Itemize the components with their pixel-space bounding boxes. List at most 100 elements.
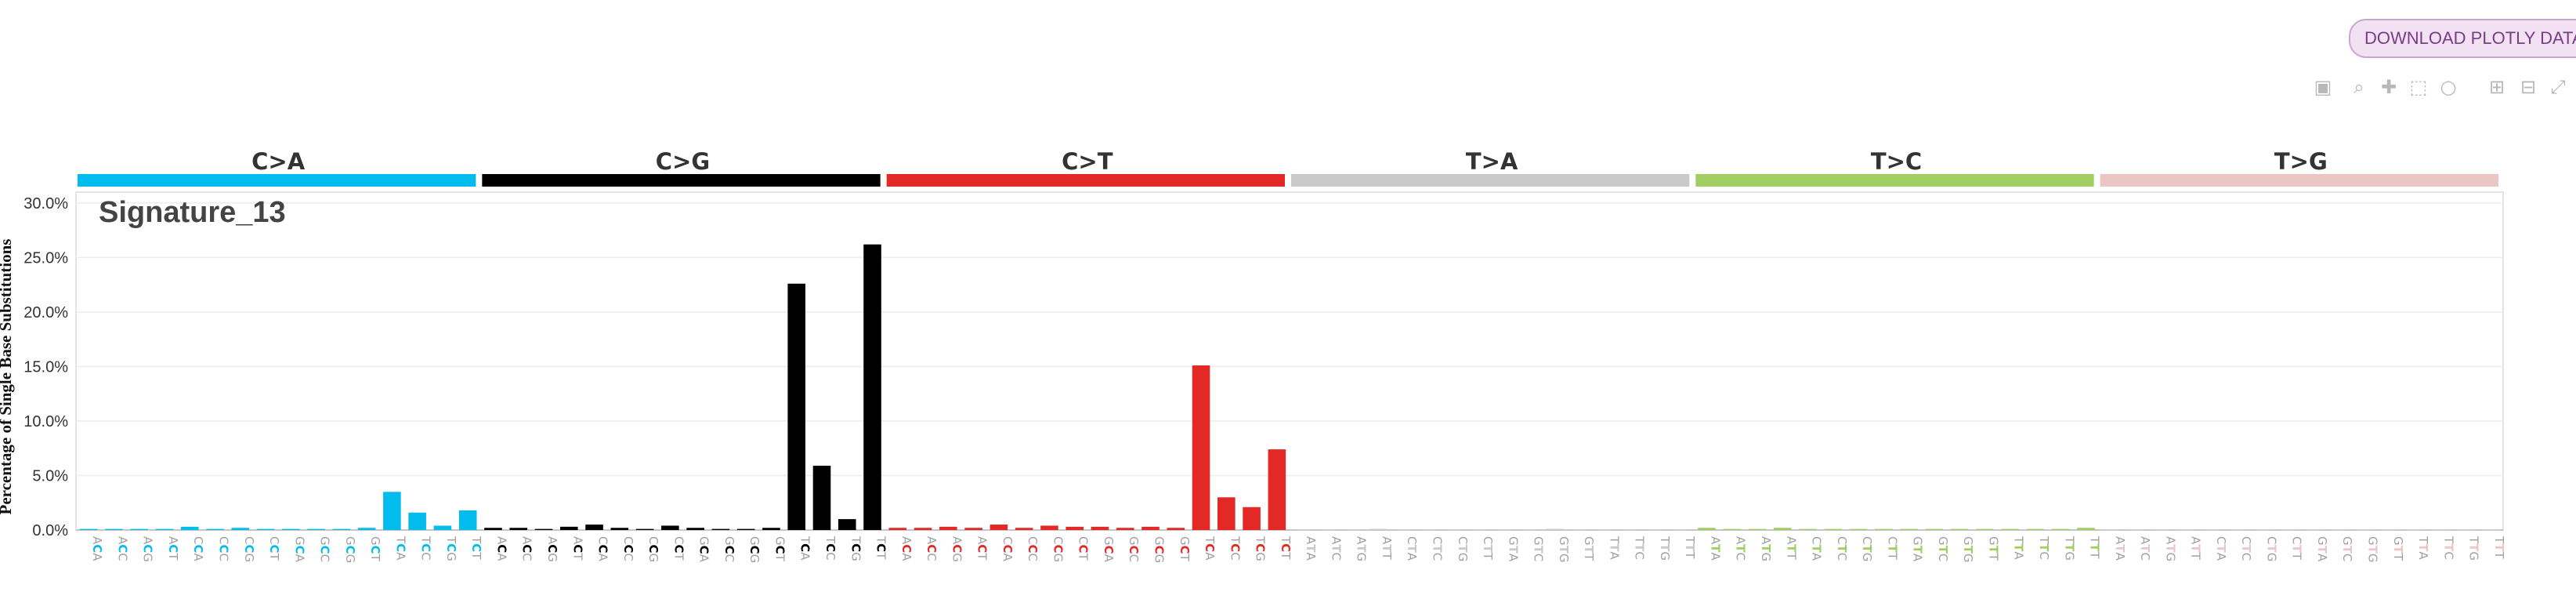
x-tick-label: TTC [2037,536,2051,560]
camera-icon[interactable]: ▣ [2314,76,2332,98]
bar [1141,526,1160,530]
x-tick-label: ATA [1304,536,1318,561]
x-tick-label: GTG [2366,536,2380,562]
x-tick-label: GTA [2315,536,2329,562]
bar [231,528,250,530]
x-tick-label: CTA [1405,536,1419,561]
group-header-T-G: T>G [2274,148,2328,175]
x-tick-label: ATC [1734,536,1748,561]
x-tick-label: CTT [1885,536,1899,561]
bar [838,519,856,530]
x-tick-label: GTA [1911,536,1925,562]
x-tick-label: GCC [318,536,332,562]
bar [686,528,704,530]
bar [383,492,401,530]
x-tick-label: CCT [1076,536,1091,561]
bar [888,528,907,530]
box-select-icon[interactable]: ⬚ [2409,76,2428,98]
x-tick-label: TCG [848,536,863,561]
x-tick-label: GCA [1102,536,1116,563]
bar [1597,529,1615,530]
chart-title: Signature_13 [99,196,286,229]
bar [711,528,730,530]
x-tick-label: TTC [1633,536,1647,560]
bar [1268,449,1286,530]
bar [2077,528,2095,530]
download-plotly-data-button[interactable]: DOWNLOAD PLOTLY DATA S [2349,19,2576,58]
zoom-out-icon[interactable]: ⊟ [2520,76,2537,98]
x-tick-label: GTC [2340,536,2354,561]
x-tick-label: GTT [2391,536,2405,561]
x-tick-label: GTA [1506,536,1520,562]
x-tick-label: CTT [1481,536,1495,561]
x-tick-label: ACA [494,536,508,561]
x-tick-label: TCA [798,536,812,561]
x-tick-label: ATT [2189,536,2203,561]
y-tick-label: 10.0% [24,413,68,430]
bar [2026,528,2045,530]
bar [1546,528,1565,530]
x-tick-label: GTC [1532,536,1546,561]
x-tick-label: ACG [141,536,155,562]
x-tick-label: TCG [444,536,458,561]
bar [1470,529,1489,530]
bar [1950,528,1969,530]
bar [484,528,502,530]
x-tick-label: TTA [2416,536,2430,560]
bar [1521,529,1539,530]
autoscale-icon[interactable]: ⤢ [2550,76,2566,98]
x-tick-label: GTT [1986,536,2000,561]
bar [585,525,603,530]
lasso-icon[interactable]: ○ [2440,76,2457,98]
bar [635,528,654,530]
group-strip-T-A [1291,174,1690,187]
bar [1748,528,1767,530]
bar [2178,529,2196,530]
bar [1925,528,1944,530]
x-tick-label: ACC [924,536,939,561]
bar [1167,528,1185,530]
x-tick-label: ATT [1784,536,1798,561]
bar [79,528,98,530]
x-tick-label: GTG [1961,536,1975,562]
x-tick-label: GCG [1152,536,1167,563]
x-tick-label: TCG [1254,536,1268,561]
x-tick-label: CTA [1810,536,1824,561]
plot-modebar: ▣ ⌕ ✚ ⬚ ○ ⊞ ⊟ ⤢ [2311,75,2576,99]
bar [2254,529,2272,530]
x-tick-label: ACT [166,536,180,561]
x-tick-label: CCG [242,536,256,562]
x-tick-label: GCC [722,536,736,562]
group-header-T-A: T>A [1466,148,1518,175]
bar [762,528,780,530]
bar [2481,529,2500,530]
x-tick-label: CTG [1860,536,1874,561]
x-tick-label: CCC [1026,536,1040,561]
x-tick-label: CCA [1000,536,1015,562]
x-tick-label: GCT [772,536,787,562]
x-tick-label: CCC [216,536,230,561]
x-tick-label: CTA [2214,536,2228,561]
pan-icon[interactable]: ✚ [2380,76,2397,98]
x-tick-label: GCA [697,536,711,563]
bar [2431,529,2449,530]
y-tick-label: 30.0% [24,195,68,212]
bar [1293,529,1312,530]
bar [2304,529,2323,530]
x-tick-label: GCC [1127,536,1141,562]
x-tick-label: TTG [2062,536,2076,561]
bar [180,526,199,530]
bar [863,244,881,530]
bar [2102,529,2121,530]
zoom-in-icon[interactable]: ⊞ [2488,76,2505,98]
bar [1116,528,1134,530]
bar [458,510,477,530]
bar [2329,529,2348,530]
bar [1672,529,1691,530]
bar [282,528,300,530]
zoom-icon[interactable]: ⌕ [2353,76,2364,98]
bar [307,528,325,530]
bar [1394,529,1413,530]
x-tick-label: ATA [1708,536,1722,561]
